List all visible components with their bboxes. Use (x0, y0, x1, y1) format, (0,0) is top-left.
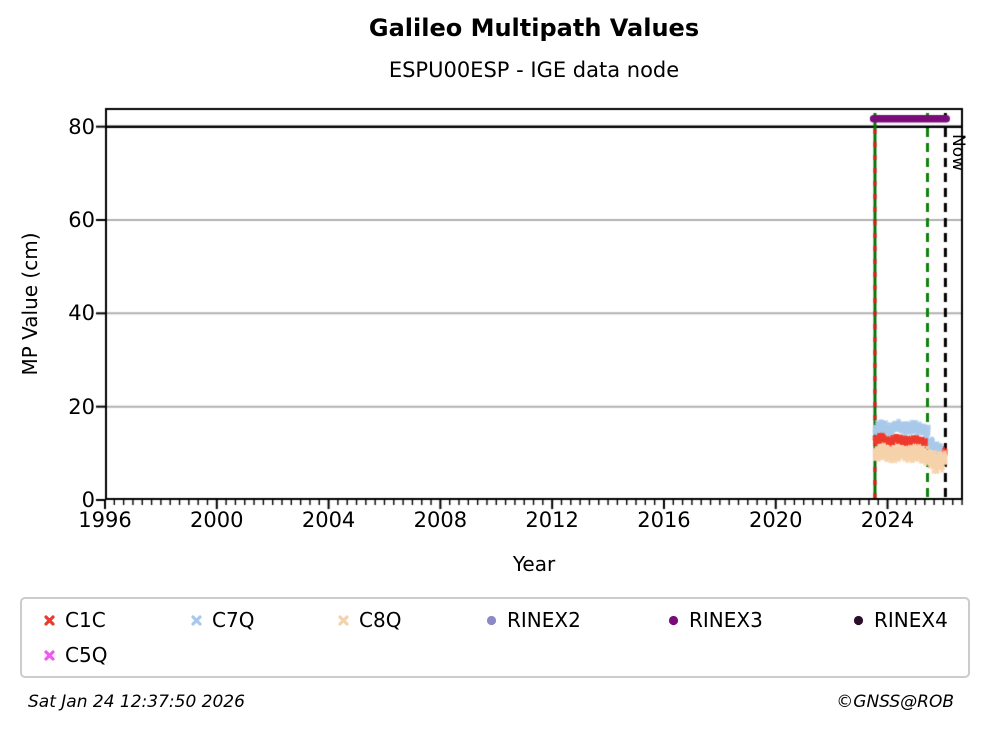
legend-label-c5q: C5Q (65, 643, 108, 667)
c1c-marker-icon (44, 614, 55, 626)
legend: C1C C7Q C8Q RINEX2 RINEX3 RINEX4 C5Q (20, 597, 970, 678)
x-tick-label-2004: 2004 (301, 508, 356, 532)
y-tick-label-40: 40 (68, 301, 95, 326)
legend-label-rinex4: RINEX4 (874, 608, 948, 632)
x-tick-label-2008: 2008 (413, 508, 468, 532)
chart-subtitle: ESPU00ESP - IGE data node (388, 58, 680, 82)
y-tick-label-20: 20 (68, 394, 95, 419)
x-tick-label-2020: 2020 (749, 508, 803, 532)
legend-label-c8q: C8Q (359, 608, 402, 632)
y-tick-label-80: 80 (68, 114, 95, 139)
x-tick-label-1996: 1996 (78, 508, 132, 532)
footer-timestamp: Sat Jan 24 12:37:50 2026 (28, 692, 245, 712)
x-tick-label-2024: 2024 (860, 508, 915, 532)
x-tick-label-2012: 2012 (525, 508, 579, 532)
c7q-marker-icon (191, 614, 202, 626)
y-tick-label-0: 0 (81, 488, 95, 512)
legend-item-c5q: C5Q (43, 643, 107, 667)
c8q-marker-icon (338, 614, 349, 626)
legend-label-rinex3: RINEX3 (689, 608, 763, 632)
now-line-label: Now (948, 134, 968, 172)
legend-item-rinex3: RINEX3 (667, 608, 763, 632)
footer-credit: ©GNSS@ROB (836, 692, 954, 712)
legend-item-rinex2: RINEX2 (485, 608, 581, 632)
x-axis-label: Year (512, 552, 556, 576)
rinex3-marker-icon (668, 615, 679, 625)
legend-item-c7q: C7Q (190, 608, 254, 632)
legend-label-rinex2: RINEX2 (507, 608, 581, 632)
y-tick-label-60: 60 (68, 208, 95, 232)
x-tick-label-2000: 2000 (190, 508, 244, 532)
chart-title: Galileo Multipath Values (368, 14, 700, 42)
legend-label-c7q: C7Q (212, 608, 255, 632)
rinex4-marker-icon (853, 615, 864, 625)
legend-label-c1c: C1C (65, 608, 106, 632)
legend-item-c1c: C1C (43, 608, 106, 632)
rinex2-marker-icon (486, 615, 497, 625)
legend-item-c8q: C8Q (337, 608, 401, 632)
c5q-marker-icon (44, 649, 55, 661)
x-tick-label-2016: 2016 (637, 508, 691, 532)
legend-item-rinex4: RINEX4 (852, 608, 948, 632)
